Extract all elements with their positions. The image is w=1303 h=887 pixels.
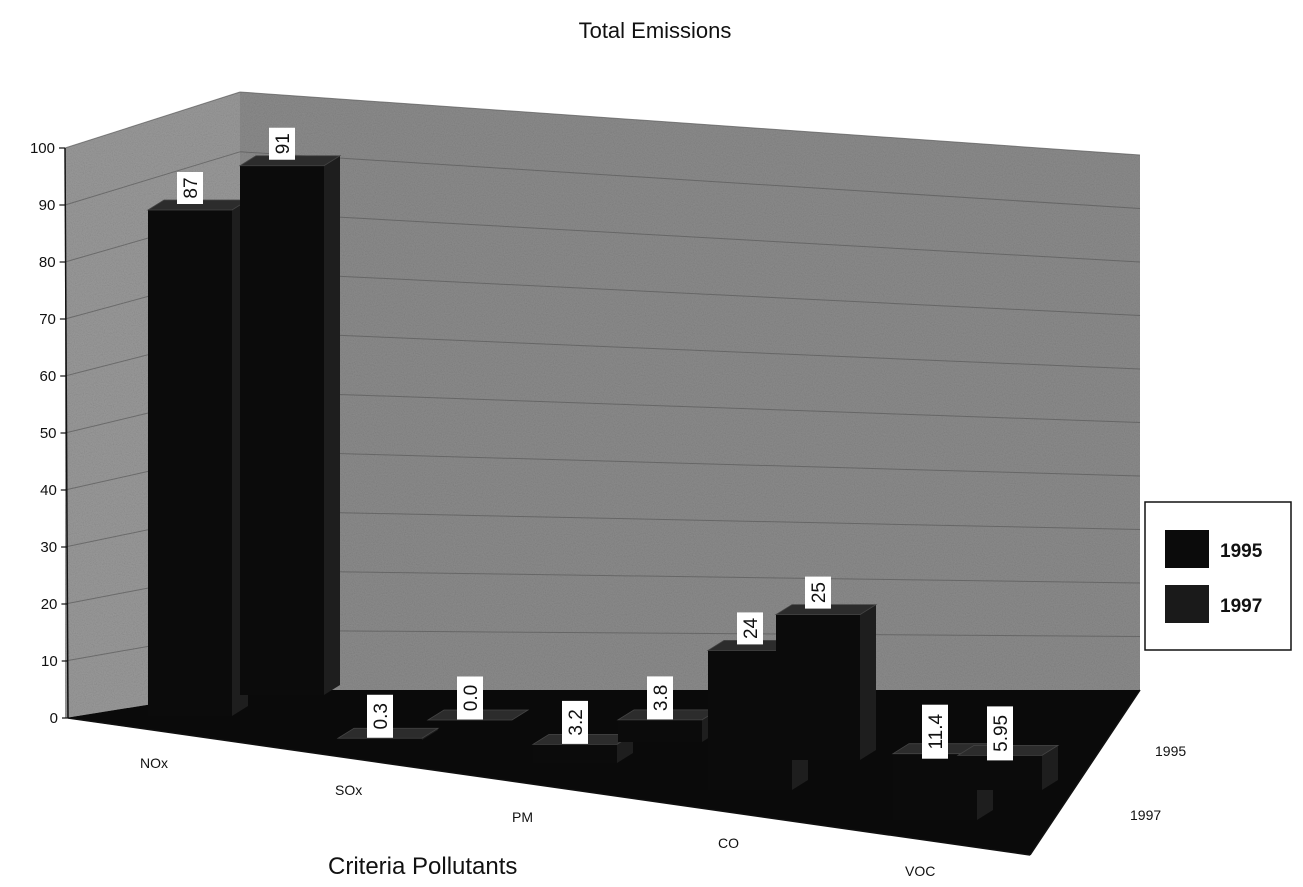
bar-nox-1995: 87 <box>146 172 250 716</box>
y-tick: 100 <box>30 140 65 157</box>
svg-text:24: 24 <box>741 617 762 639</box>
svg-text:91: 91 <box>273 133 294 154</box>
x-category-nox: NOx <box>140 755 168 771</box>
svg-text:11.4: 11.4 <box>926 713 947 749</box>
x-category-co: CO <box>718 835 739 851</box>
svg-text:0.3: 0.3 <box>371 703 392 729</box>
chart-title: Total Emissions <box>579 18 732 43</box>
y-tick-label: 80 <box>39 254 56 271</box>
svg-text:87: 87 <box>181 177 202 198</box>
bar-voc-1997: 5.95 <box>956 706 1060 790</box>
svg-text:3.2: 3.2 <box>566 709 587 735</box>
y-tick: 10 <box>41 653 68 670</box>
legend-label-1997: 1997 <box>1220 596 1262 617</box>
y-tick-label: 0 <box>50 710 58 727</box>
y-tick: 60 <box>40 368 67 385</box>
y-tick-label: 90 <box>39 197 56 214</box>
data-label: 24 <box>737 612 763 645</box>
y-tick: 30 <box>40 539 68 556</box>
x-axis-title: Criteria Pollutants <box>328 853 517 880</box>
y-tick-label: 50 <box>40 425 57 442</box>
y-axis-ticks: 0 10 20 30 40 50 60 70 80 90 100 <box>30 140 68 727</box>
data-label: 3.8 <box>647 676 673 720</box>
back-wall <box>240 92 1140 690</box>
legend-label-1995: 1995 <box>1220 541 1263 562</box>
bar-nox-1997: 91 <box>238 127 342 696</box>
y-tick: 50 <box>40 425 67 442</box>
x-category-voc: VOC <box>905 863 935 879</box>
svg-text:5.95: 5.95 <box>991 715 1012 752</box>
bar-sox-1997: 0.0 <box>426 676 530 721</box>
bars: 87 91 0.3 0.0 3.2 3.8 24 25 11.4 5.95 <box>146 127 1060 820</box>
y-tick-label: 70 <box>39 311 56 328</box>
y-tick: 40 <box>40 482 67 499</box>
y-tick: 20 <box>41 596 68 613</box>
data-label: 5.95 <box>987 706 1013 761</box>
legend-swatch-1995 <box>1165 530 1209 568</box>
y-tick: 90 <box>39 197 66 214</box>
data-label: 0.3 <box>367 694 393 738</box>
y-tick-label: 100 <box>30 140 55 157</box>
svg-text:0.0: 0.0 <box>461 685 482 711</box>
y-tick: 0 <box>50 710 68 727</box>
data-label: 87 <box>177 172 203 204</box>
y-tick: 80 <box>39 254 66 271</box>
data-label: 3.2 <box>562 700 588 744</box>
data-label: 25 <box>805 576 831 609</box>
data-label: 91 <box>269 127 295 160</box>
y-tick: 70 <box>39 311 66 328</box>
svg-text:3.8: 3.8 <box>651 685 672 711</box>
x-category-pm: PM <box>512 809 533 825</box>
legend-swatch-1997 <box>1165 585 1209 623</box>
y-tick-label: 40 <box>40 482 57 499</box>
depth-label-1995: 1995 <box>1155 743 1186 759</box>
y-tick-label: 30 <box>40 539 57 556</box>
data-label: 0.0 <box>457 676 483 720</box>
x-category-sox: SOx <box>335 782 362 798</box>
depth-label-1997: 1997 <box>1130 807 1161 823</box>
data-label: 11.4 <box>922 704 948 759</box>
bar-co-1997: 25 <box>774 576 878 760</box>
legend-box <box>1144 501 1292 651</box>
x-axis-categories: NOx SOx PM CO VOC <box>140 755 935 879</box>
y-tick-label: 60 <box>40 368 57 385</box>
y-tick-label: 20 <box>41 596 58 613</box>
y-tick-label: 10 <box>41 653 58 670</box>
svg-text:25: 25 <box>809 582 830 603</box>
bar-sox-1995: 0.3 <box>336 694 440 740</box>
bar-voc-1995: 11.4 <box>891 704 995 820</box>
legend: 1995 1997 <box>1144 501 1292 651</box>
